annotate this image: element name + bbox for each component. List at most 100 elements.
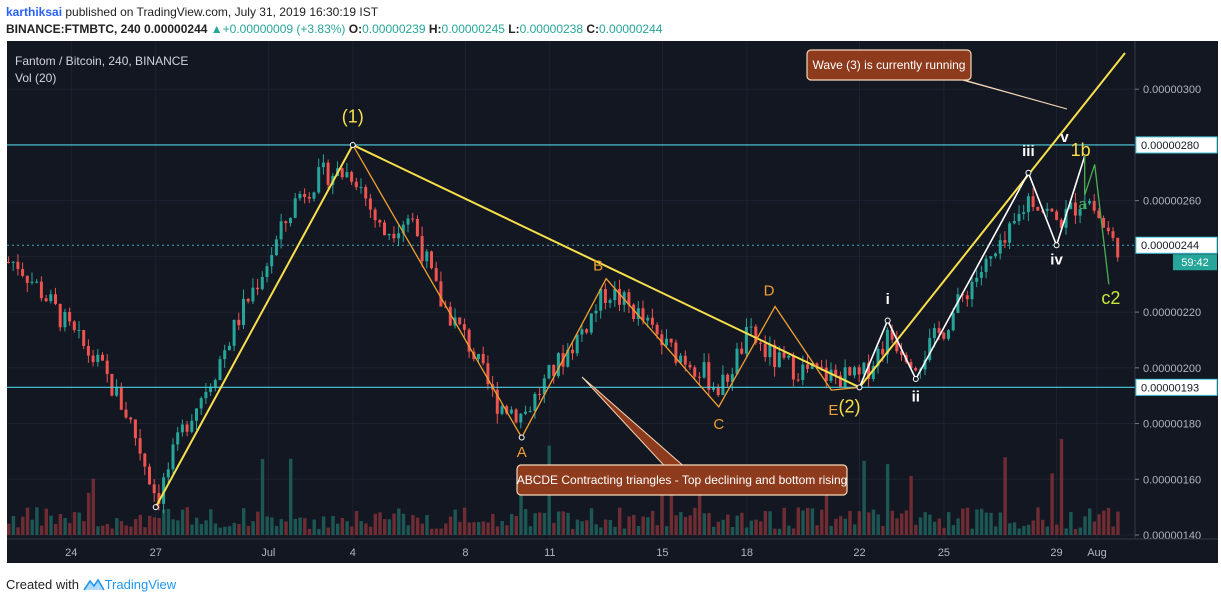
volume-bar — [204, 520, 208, 535]
corrective-wave-path[interactable] — [1084, 156, 1110, 285]
tradingview-brand-link[interactable]: TradingView — [104, 577, 177, 592]
callout-abcde-box[interactable] — [516, 464, 848, 496]
candle-body — [1059, 219, 1063, 228]
volume-bar — [1106, 507, 1111, 535]
drawing-anchor-point[interactable] — [912, 375, 919, 382]
wave-label-c: C — [713, 416, 724, 433]
price-axis[interactable]: 0.00000300 0.00000260 0.00000220 0.00000200… — [1134, 41, 1218, 542]
candle-body — [942, 332, 946, 339]
candle-body — [101, 354, 104, 361]
volume-bar — [350, 526, 354, 535]
volume-bar — [129, 526, 133, 535]
candle-body — [876, 348, 880, 366]
candle-body — [397, 233, 401, 239]
volume-bar — [21, 516, 25, 535]
volume-bar — [397, 508, 401, 535]
candle-body — [618, 288, 621, 305]
volume-bar — [697, 473, 702, 535]
level-price-badge[interactable] — [1135, 136, 1218, 154]
volume-bar — [91, 478, 95, 535]
volume-bar — [707, 513, 711, 535]
volume-bar — [340, 518, 345, 535]
candle-body — [923, 359, 927, 370]
candle-body — [707, 362, 711, 390]
volume-bar — [138, 514, 142, 535]
volume-bar — [448, 516, 453, 535]
volume-bar — [326, 527, 330, 535]
volume-bar — [1026, 524, 1031, 535]
candle-body — [265, 266, 269, 277]
volume-bar — [345, 521, 349, 535]
impulse-wave-path[interactable] — [858, 155, 1086, 388]
drawing-anchor-point[interactable] — [1053, 242, 1060, 249]
footer: Created with TradingView — [0, 568, 1221, 602]
candle-body — [115, 387, 119, 396]
volume-bar — [650, 510, 655, 535]
volume-bar — [1008, 523, 1012, 535]
candle-body — [1106, 227, 1110, 232]
candle-body — [791, 355, 795, 380]
level-price-badge[interactable] — [1135, 378, 1218, 396]
wave-label-iv: iv — [1050, 252, 1063, 269]
volume-bar — [289, 458, 293, 535]
close-label: C: — [586, 22, 600, 36]
volume-bar — [838, 516, 843, 535]
candle-body — [763, 343, 767, 358]
author-link[interactable]: karthiksai — [6, 5, 63, 19]
candle-body — [30, 281, 34, 283]
candle-body — [237, 319, 241, 326]
callout-abcde-text: ABCDE Contracting triangles - Top declin… — [517, 473, 848, 487]
candle-body — [740, 348, 744, 354]
drawing-anchor-point[interactable] — [884, 317, 891, 324]
volume-bar — [63, 518, 67, 535]
drawing-anchor-point[interactable] — [349, 141, 356, 148]
candle-body — [477, 353, 480, 359]
wave-drawings[interactable] — [152, 52, 1126, 511]
candle-body — [387, 233, 391, 236]
drawing-anchor-point[interactable] — [1025, 169, 1032, 176]
up-arrow-icon: ▲ — [210, 22, 223, 36]
wave-label-ii: ii — [912, 388, 920, 405]
trendline-triangle-top[interactable] — [352, 144, 860, 389]
volume-bar — [39, 525, 44, 535]
candle-body — [190, 420, 194, 432]
volume-bar — [594, 524, 598, 535]
volume-bar — [1045, 526, 1050, 535]
volume-bar — [458, 521, 462, 535]
volume-bar — [885, 464, 890, 535]
volume-bar — [782, 507, 786, 535]
callout-wave3-box[interactable] — [806, 49, 972, 81]
callouts[interactable]: Wave (3) is currently running ABCDE Contr… — [516, 49, 1068, 496]
trendline-wave-1[interactable] — [154, 144, 354, 508]
volume-bar — [932, 521, 937, 535]
candle-body — [951, 313, 955, 331]
volume-bar — [627, 516, 631, 535]
candle-body — [209, 386, 213, 392]
last-price-badge[interactable] — [1135, 236, 1218, 254]
volume-bar — [1003, 457, 1007, 535]
candle-body — [679, 355, 683, 363]
trendline-wave-3[interactable] — [858, 52, 1126, 388]
open-label: O: — [348, 22, 363, 36]
horizontal-levels[interactable] — [7, 144, 1135, 388]
drawing-anchor-point[interactable] — [518, 434, 525, 441]
time-tick-label: 8 — [462, 547, 468, 559]
drawing-anchor-point[interactable] — [856, 384, 863, 391]
time-axis[interactable]: 24 27 Jul 4 8 11 15 18 22 25 29 Aug — [7, 538, 1218, 563]
candle-body — [185, 424, 189, 432]
candle-body — [787, 355, 791, 358]
volume-bar — [806, 508, 810, 535]
volume-bar — [133, 519, 138, 535]
candle-body — [998, 240, 1002, 254]
callout-abcde-pointer[interactable] — [581, 376, 689, 474]
candle-body — [317, 167, 321, 193]
drawing-anchor-point[interactable] — [152, 504, 159, 511]
volume-bar — [279, 519, 283, 535]
candle-body — [660, 334, 664, 346]
volume-bar — [636, 526, 641, 535]
volume-bar — [787, 525, 791, 535]
candle-body — [25, 275, 29, 283]
candle-body — [91, 355, 95, 363]
